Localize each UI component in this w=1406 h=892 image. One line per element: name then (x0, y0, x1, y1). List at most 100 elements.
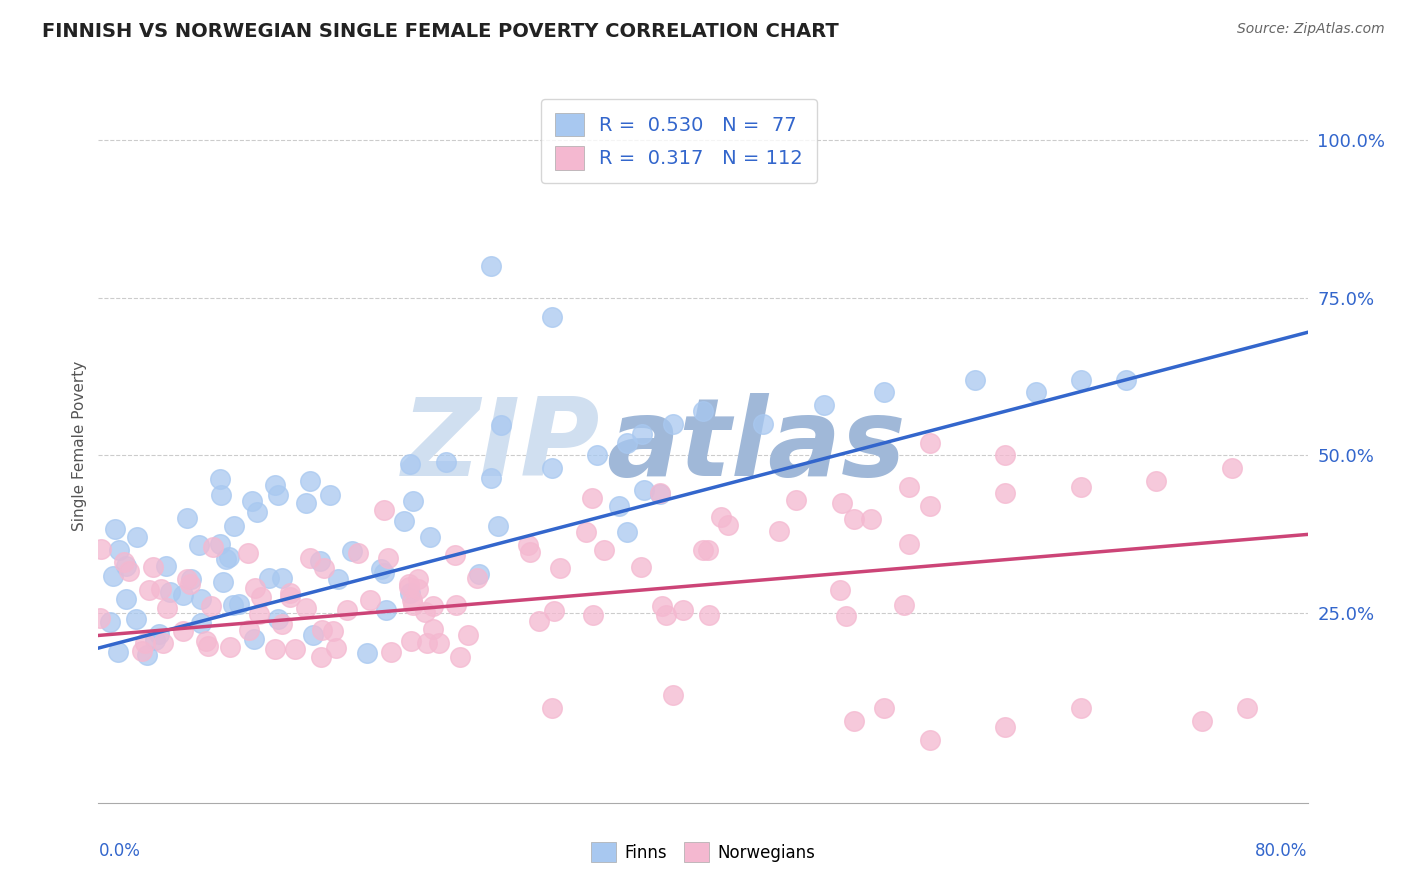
Point (828, 583, 851, 598)
Point (655, 607, 678, 622)
Point (398, 577, 420, 591)
Point (107, 543, 129, 558)
Point (457, 628, 479, 642)
Point (893, 599, 915, 613)
Point (125, 611, 148, 625)
Point (112, 554, 135, 568)
Point (267, 488, 290, 502)
Point (246, 505, 269, 519)
Point (314, 560, 336, 574)
Point (373, 566, 395, 581)
Point (1070, 480, 1092, 494)
Point (1144, 474, 1167, 488)
Point (468, 566, 491, 581)
Point (918, 732, 941, 747)
Point (408, 582, 430, 596)
Point (517, 538, 540, 552)
Point (215, 551, 238, 566)
Point (143, 633, 166, 648)
Point (574, 525, 596, 540)
Point (197, 639, 219, 653)
Point (135, 648, 157, 663)
Point (419, 529, 441, 543)
Point (278, 591, 301, 605)
Point (115, 592, 138, 607)
Point (672, 603, 695, 617)
Point (138, 582, 160, 597)
Point (98, 615, 121, 629)
Point (710, 509, 733, 524)
Point (257, 571, 280, 585)
Point (835, 608, 858, 623)
Point (630, 560, 652, 574)
Point (529, 614, 551, 628)
Point (768, 524, 790, 539)
Point (897, 536, 920, 550)
Point (994, 449, 1017, 463)
Point (717, 518, 740, 533)
Point (326, 572, 349, 586)
Point (322, 624, 344, 638)
Point (176, 572, 198, 586)
Legend: R =  0.530   N =  77, R =  0.317   N = 112: R = 0.530 N = 77, R = 0.317 N = 112 (541, 99, 817, 184)
Point (295, 496, 318, 510)
Point (692, 404, 714, 418)
Point (399, 458, 422, 472)
Point (311, 649, 333, 664)
Point (209, 488, 232, 502)
Point (172, 589, 194, 603)
Point (398, 580, 420, 594)
Point (118, 565, 141, 579)
Point (295, 601, 318, 615)
Point (311, 624, 333, 638)
Point (319, 488, 342, 502)
Point (325, 641, 347, 656)
Point (918, 499, 941, 513)
Point (224, 519, 246, 533)
Point (250, 590, 273, 604)
Point (1236, 701, 1258, 715)
Point (1220, 461, 1243, 475)
Point (401, 634, 423, 648)
Point (486, 519, 509, 533)
Point (115, 559, 138, 574)
Point (586, 449, 609, 463)
Point (844, 714, 866, 728)
Point (172, 624, 194, 639)
Point (263, 642, 285, 657)
Point (359, 593, 381, 607)
Point (519, 545, 541, 559)
Point (149, 582, 172, 596)
Point (489, 417, 512, 432)
Point (994, 720, 1017, 734)
Point (479, 471, 502, 485)
Point (592, 543, 614, 558)
Point (540, 310, 562, 324)
Point (416, 636, 439, 650)
Point (90, 542, 112, 557)
Point (195, 633, 218, 648)
Point (373, 502, 395, 516)
Point (446, 598, 468, 612)
Point (222, 599, 245, 613)
Point (155, 558, 177, 573)
Point (125, 530, 148, 544)
Point (873, 701, 896, 715)
Text: atlas: atlas (606, 393, 905, 499)
Point (377, 550, 399, 565)
Point (422, 599, 444, 614)
Point (465, 571, 488, 585)
Point (179, 577, 201, 591)
Point (370, 562, 392, 576)
Text: 80.0%: 80.0% (1256, 842, 1308, 860)
Point (380, 645, 402, 659)
Point (1024, 385, 1046, 400)
Point (243, 581, 266, 595)
Point (540, 461, 562, 475)
Point (633, 483, 655, 497)
Point (427, 636, 450, 650)
Point (434, 455, 457, 469)
Point (236, 546, 259, 560)
Point (860, 512, 883, 526)
Point (219, 640, 242, 654)
